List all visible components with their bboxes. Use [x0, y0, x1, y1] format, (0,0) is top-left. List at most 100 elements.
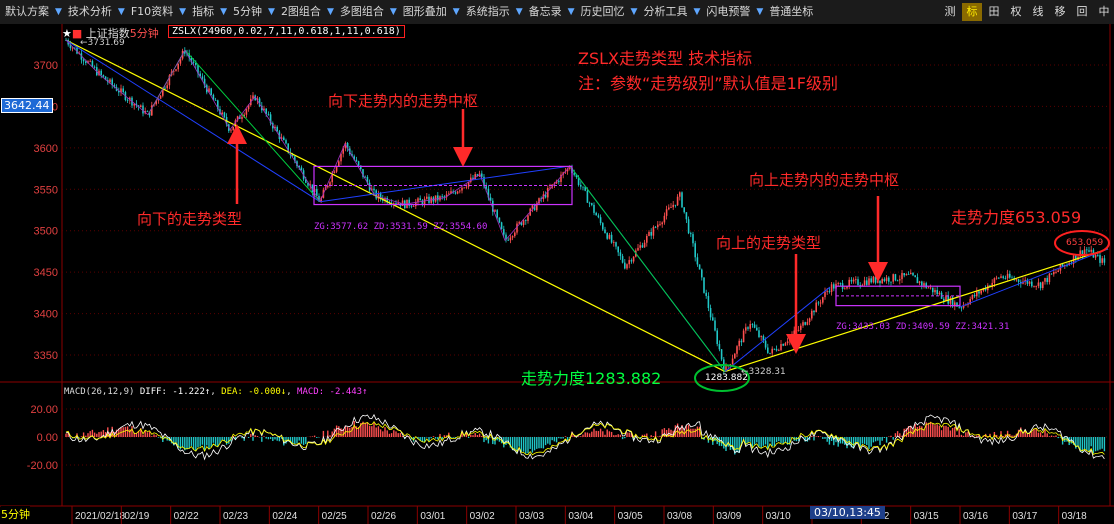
candle-body	[945, 295, 947, 301]
toolbar-item-1[interactable]: 技术分析	[67, 5, 112, 18]
candle-body	[1090, 249, 1092, 252]
dropdown-arrow-icon[interactable]: ▼	[515, 7, 523, 17]
toolbar-item-13[interactable]: 普通坐标	[769, 5, 814, 18]
candle-body	[641, 245, 644, 248]
candle-body	[104, 76, 107, 80]
dropdown-arrow-icon[interactable]: ▼	[55, 7, 62, 17]
dropdown-arrow-icon[interactable]: ▼	[630, 7, 638, 17]
toolbar-right-button-3[interactable]: 权	[1010, 5, 1022, 18]
candle-body	[441, 196, 443, 198]
candle-body	[1103, 258, 1106, 263]
candle-body	[681, 192, 683, 208]
stroke-segment	[319, 165, 571, 203]
macd-tick-label: -20.00	[27, 460, 58, 472]
toolbar-right-button-7[interactable]: 中	[1098, 5, 1110, 18]
toolbar-item-8[interactable]: 系统指示	[465, 5, 510, 18]
candle-body	[522, 220, 525, 225]
cursor-date-label: 03/10,13:45	[810, 506, 885, 519]
toolbar-right-button-2[interactable]: 田	[988, 5, 1000, 18]
toolbar-right-button-1[interactable]: 标	[962, 3, 982, 21]
toolbar-item-7[interactable]: 图形叠加	[402, 5, 447, 18]
toolbar-item-3[interactable]: 指标	[192, 5, 215, 18]
dropdown-arrow-icon[interactable]: ▼	[179, 7, 187, 17]
candle-body	[408, 199, 410, 206]
candle-body	[166, 85, 168, 89]
dropdown-arrow-icon[interactable]: ▼	[452, 7, 460, 17]
candle-body	[608, 234, 611, 239]
candle-body	[192, 62, 195, 63]
toolbar-item-5[interactable]: 2图组合	[280, 5, 321, 18]
candle-body	[239, 116, 241, 119]
candle-body	[826, 291, 828, 292]
toolbar-item-12[interactable]: 闪电预警	[706, 5, 751, 18]
dropdown-arrow-icon[interactable]: ▼	[756, 7, 764, 17]
candle-body	[338, 161, 340, 167]
candle-body	[142, 105, 144, 114]
toolbar-right-button-4[interactable]: 线	[1032, 5, 1044, 18]
toolbar-item-2[interactable]: F10资料	[130, 5, 174, 18]
candle-body	[584, 186, 586, 191]
toolbar-item-10[interactable]: 历史回忆	[580, 5, 625, 18]
chart-area[interactable]: 3700365036003550350034503400335020.000.0…	[0, 24, 1114, 524]
toolbar-right-button-5[interactable]: 移	[1054, 5, 1066, 18]
candle-body	[811, 310, 813, 319]
date-tick-label: 03/09	[716, 511, 741, 522]
indicator-params-box[interactable]: ZSLX(24960,0.02,7,11,0.618,1,11,0.618)	[168, 25, 405, 38]
dropdown-arrow-icon[interactable]: ▼	[268, 7, 275, 17]
candle-body	[188, 53, 190, 58]
candle-body	[102, 75, 105, 77]
candle-body	[646, 235, 648, 243]
candle-body	[793, 330, 795, 335]
dropdown-arrow-icon[interactable]: ▼	[567, 7, 575, 17]
candle-body	[1050, 273, 1053, 275]
candle-body	[547, 187, 549, 198]
candle-body	[907, 274, 910, 275]
up-type-annotation: 向上的走势类型	[716, 234, 822, 252]
candle-body	[316, 188, 318, 196]
candle-body	[1004, 277, 1007, 279]
swing-segment	[344, 143, 376, 197]
candle-body	[177, 63, 179, 70]
candle-body	[397, 203, 399, 204]
dropdown-arrow-icon[interactable]: ▼	[693, 7, 701, 17]
candle-body	[839, 283, 842, 284]
toolbar-right-button-6[interactable]: 回	[1076, 5, 1088, 18]
candle-body	[815, 302, 817, 313]
candle-body	[819, 302, 822, 304]
toolbar-item-6[interactable]: 多图组合	[339, 5, 384, 18]
candle-body	[712, 317, 714, 321]
candle-body	[692, 234, 694, 244]
candle-body	[575, 174, 578, 178]
candle-body	[1046, 278, 1048, 283]
candle-body	[938, 292, 941, 295]
dropdown-arrow-icon[interactable]: ▼	[326, 7, 334, 17]
toolbar-item-4[interactable]: 5分钟	[233, 5, 263, 18]
candle-body	[140, 105, 142, 108]
date-tick-label: 03/15	[914, 511, 939, 522]
toolbar-item-9[interactable]: 备忘录	[528, 5, 562, 18]
period-mode-label[interactable]: 5分钟	[1, 506, 30, 522]
candle-body	[740, 340, 743, 343]
toolbar-item-0[interactable]: 默认方案	[5, 5, 49, 18]
candle-body	[619, 252, 622, 257]
candle-body	[925, 283, 927, 288]
candle-body	[283, 137, 285, 141]
candle-body	[168, 75, 171, 86]
candle-body	[808, 318, 811, 322]
dropdown-arrow-icon[interactable]: ▼	[117, 7, 125, 17]
toolbar-item-11[interactable]: 分析工具	[643, 5, 688, 18]
dropdown-arrow-icon[interactable]: ▼	[220, 7, 228, 17]
price-tick-label: 3450	[34, 267, 58, 279]
candle-body	[676, 196, 679, 206]
candle-body	[274, 126, 276, 129]
candle-body	[1055, 271, 1057, 273]
candle-body	[745, 327, 747, 331]
title-annotation: ZSLX走势类型 技术指标	[578, 49, 753, 68]
candle-body	[577, 177, 580, 185]
candle-body	[296, 161, 298, 167]
dropdown-arrow-icon[interactable]: ▼	[389, 7, 397, 17]
candle-body	[379, 193, 382, 199]
toolbar-right-button-0[interactable]: 测	[944, 5, 956, 18]
candle-body	[734, 353, 736, 359]
candle-body	[1026, 279, 1029, 284]
